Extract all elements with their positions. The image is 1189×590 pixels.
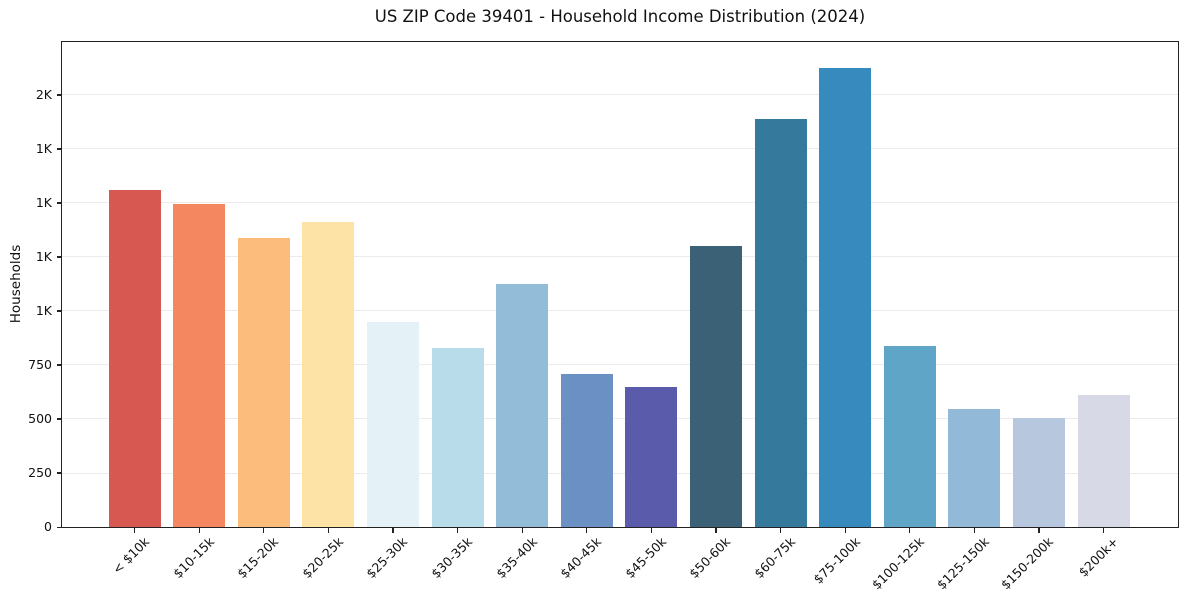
x-tick-label: $100-125k <box>869 534 928 590</box>
x-tick-mark <box>586 528 588 533</box>
bar-$150-200k <box>1012 417 1065 527</box>
x-tick-mark <box>1103 528 1105 533</box>
bar-$75-100k <box>819 67 872 527</box>
x-tick-mark <box>909 528 911 533</box>
x-tick-label: $75-100k <box>810 534 863 587</box>
x-tick-label: $25-30k <box>363 534 411 582</box>
bar-$30-35k <box>431 347 484 527</box>
y-tick-label: 750 <box>28 356 52 372</box>
chart-title: US ZIP Code 39401 - Household Income Dis… <box>374 7 866 26</box>
bar-$15-20k <box>237 237 290 527</box>
bar-$10-15k <box>173 204 226 527</box>
y-tick-mark <box>57 472 62 474</box>
bar-$60-75k <box>754 118 807 527</box>
x-tick-label: < $10k <box>109 534 153 577</box>
y-tick-mark <box>57 148 62 150</box>
gridline <box>62 94 1178 96</box>
x-tick-mark <box>457 528 459 533</box>
x-tick-mark <box>198 528 200 533</box>
bar-$200k+ <box>1077 395 1130 527</box>
x-tick-mark <box>327 528 329 533</box>
bar-$50-60k <box>689 246 742 527</box>
x-tick-mark <box>780 528 782 533</box>
y-tick-mark <box>57 526 62 528</box>
gridline <box>62 310 1178 312</box>
x-tick-label: $200k+ <box>1075 534 1122 580</box>
x-tick-label: $40-45k <box>557 534 605 582</box>
gridline <box>62 364 1178 366</box>
x-tick-label: $35-40k <box>492 534 540 582</box>
x-tick-mark <box>134 528 136 533</box>
x-tick-label: $15-20k <box>234 534 282 582</box>
y-tick-mark <box>57 256 62 258</box>
x-tick-mark <box>715 528 717 533</box>
bar-$45-50k <box>625 386 678 527</box>
x-tick-mark <box>844 528 846 533</box>
plot-area <box>61 41 1179 528</box>
x-tick-mark <box>521 528 523 533</box>
y-tick-label: 1K <box>35 140 52 156</box>
y-tick-mark <box>57 364 62 366</box>
y-tick-label: 1K <box>35 194 52 210</box>
x-tick-label: $30-35k <box>428 534 476 582</box>
gridline <box>62 202 1178 204</box>
x-tick-mark <box>650 528 652 533</box>
y-tick-mark <box>57 94 62 96</box>
x-tick-label: $150-200k <box>998 534 1057 590</box>
bar-$100-125k <box>883 345 936 527</box>
bar-$125-150k <box>948 409 1001 527</box>
y-tick-label: 1K <box>35 248 52 264</box>
x-tick-label: $60-75k <box>751 534 799 582</box>
y-tick-mark <box>57 202 62 204</box>
y-tick-label: 2K <box>35 86 52 102</box>
x-tick-mark <box>1038 528 1040 533</box>
x-tick-mark <box>973 528 975 533</box>
x-tick-mark <box>263 528 265 533</box>
x-tick-label: $10-15k <box>169 534 217 582</box>
x-tick-label: $50-60k <box>686 534 734 582</box>
bar-$20-25k <box>302 222 355 527</box>
y-tick-label: 0 <box>44 519 52 534</box>
x-tick-mark <box>392 528 394 533</box>
x-tick-label: $45-50k <box>621 534 669 582</box>
x-tick-label: $20-25k <box>298 534 346 582</box>
y-tick-label: 250 <box>28 464 52 480</box>
bar-$25-30k <box>366 321 419 527</box>
gridline <box>62 256 1178 258</box>
bar-$35-40k <box>496 283 549 527</box>
y-tick-label: 500 <box>28 410 52 426</box>
y-tick-label: 1K <box>35 302 52 318</box>
y-tick-mark <box>57 310 62 312</box>
gridline <box>62 472 1178 474</box>
bar-$40-45k <box>560 373 613 527</box>
gridline <box>62 418 1178 420</box>
x-tick-label: $125-150k <box>933 534 992 590</box>
gridline <box>62 148 1178 150</box>
y-tick-mark <box>57 418 62 420</box>
bar-< $10k <box>108 190 161 527</box>
